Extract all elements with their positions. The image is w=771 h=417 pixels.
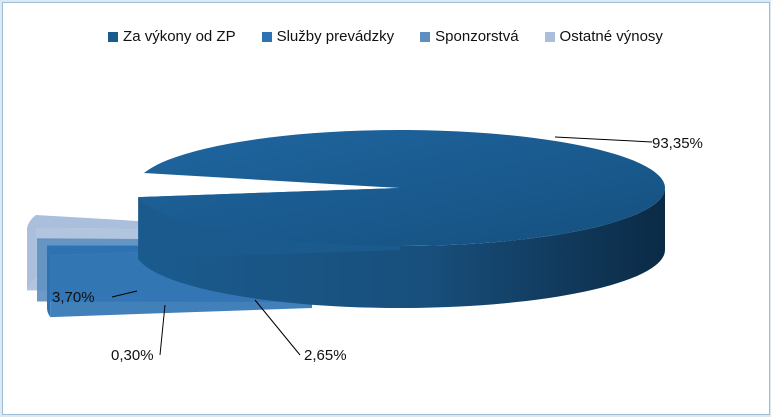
legend-swatch-ostatne (544, 31, 555, 42)
data-label-za-vykony: 93,35% (652, 135, 703, 152)
pie-slices (27, 130, 666, 318)
leader-ostatne (111, 290, 138, 298)
legend-item-ostatne: Ostatné výnosy (544, 28, 663, 45)
data-label-ostatne: 3,70% (52, 289, 95, 306)
legend-item-sluzby: Služby prevádzky (261, 28, 395, 45)
legend-swatch-sponzorstva (420, 31, 431, 42)
legend-label-sluzby: Služby prevádzky (276, 28, 395, 45)
slice-za-vykony-side (138, 187, 666, 309)
legend-swatch-za-vykony (108, 31, 119, 42)
chart-legend: Za výkony od ZP Služby prevádzky Sponzor… (0, 28, 771, 45)
slice-za-vykony (138, 130, 666, 247)
leader-sluzby (254, 299, 301, 356)
leader-lines (111, 136, 653, 356)
leader-za-vykony (554, 136, 653, 143)
data-label-sluzby: 2,65% (304, 347, 347, 364)
leader-sponzorstva (159, 304, 166, 356)
legend-item-sponzorstva: Sponzorstvá (420, 28, 519, 45)
legend-item-za-vykony: Za výkony od ZP (108, 28, 236, 45)
legend-label-ostatne: Ostatné výnosy (559, 28, 663, 45)
slice-ostatne-side (27, 215, 36, 291)
legend-label-sponzorstva: Sponzorstvá (435, 28, 519, 45)
legend-label-za-vykony: Za výkony od ZP (123, 28, 236, 45)
legend-swatch-sluzby (261, 31, 272, 42)
slice-sluzby-side (46, 245, 51, 318)
data-label-sponzorstva: 0,30% (111, 347, 154, 364)
